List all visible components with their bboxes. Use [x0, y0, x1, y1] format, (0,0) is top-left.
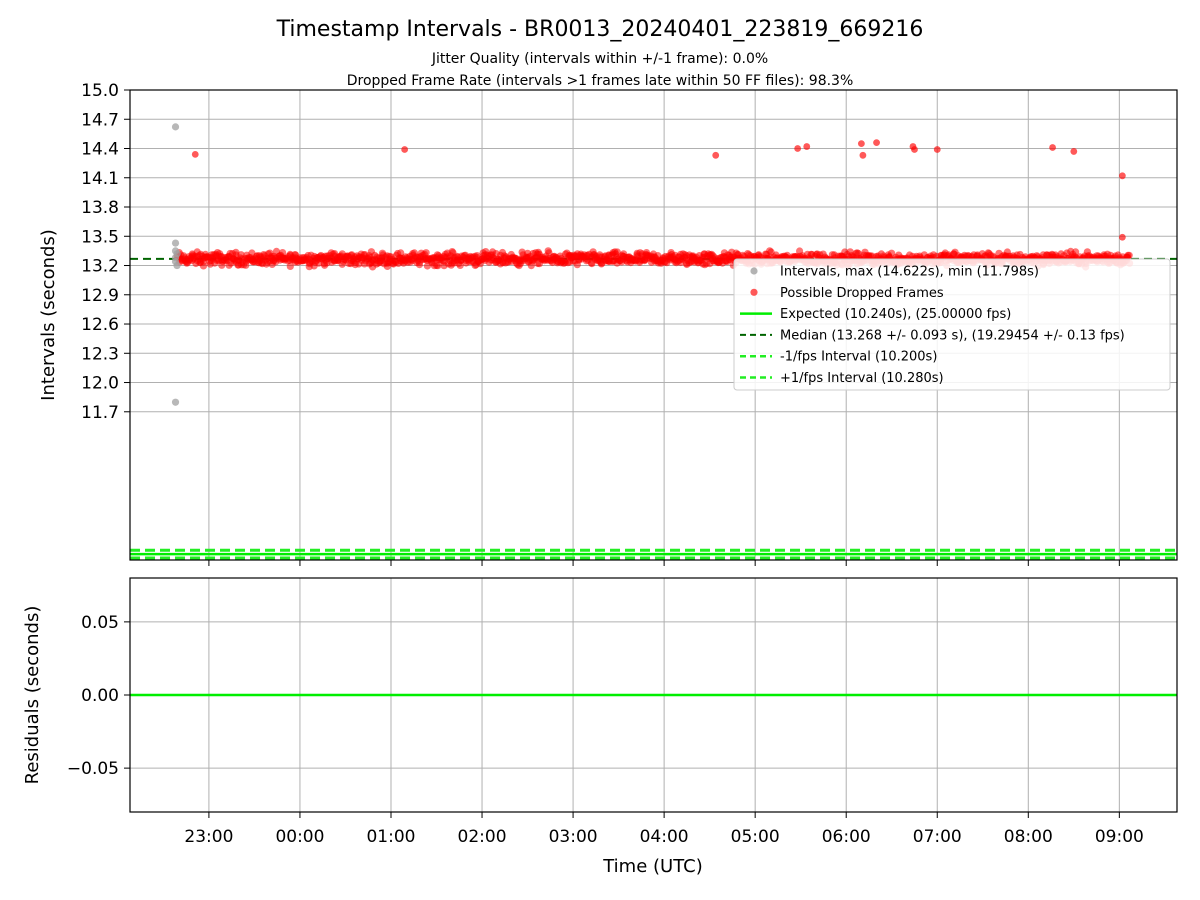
- x-tick-label: 09:00: [1095, 827, 1144, 847]
- top-y-tick-label: 13.8: [81, 198, 119, 218]
- legend-label: +1/fps Interval (10.280s): [780, 371, 944, 386]
- legend-label: Intervals, max (14.622s), min (11.798s): [780, 265, 1039, 280]
- dropped-frame-point: [401, 146, 409, 153]
- top-y-tick-label: 13.2: [81, 257, 119, 277]
- dropped-frame-point: [422, 249, 430, 257]
- dropped-frame-point: [859, 151, 867, 159]
- x-tick-label: 23:00: [184, 827, 233, 847]
- legend-label: Expected (10.240s), (25.00000 fps): [780, 307, 1011, 322]
- legend-label: Median (13.268 +/- 0.093 s), (19.29454 +…: [780, 328, 1125, 343]
- dropped-frame-point: [712, 151, 720, 159]
- dropped-frame-point: [434, 262, 442, 270]
- dropped-frame-point: [286, 262, 294, 270]
- dropped-frame-point: [857, 140, 865, 148]
- top-y-tick-label: 12.3: [81, 344, 119, 364]
- top-y-tick-label: 14.7: [81, 110, 119, 130]
- top-y-tick-label: 13.5: [81, 227, 119, 247]
- top-y-axis-label: Intervals (seconds): [38, 229, 59, 401]
- dropped-frame-point: [803, 143, 811, 150]
- interval-point: [173, 250, 181, 258]
- dropped-frame-point: [1118, 233, 1126, 241]
- x-tick-label: 04:00: [640, 827, 689, 847]
- interval-point: [173, 261, 181, 270]
- interval-point: [171, 398, 180, 406]
- top-y-tick-label: 15.0: [81, 81, 119, 101]
- bottom-y-axis-label: Residuals (seconds): [22, 606, 43, 785]
- interval-point: [171, 123, 180, 131]
- dropped-frame-point: [1049, 144, 1056, 151]
- chart-title: Timestamp Intervals - BR0013_20240401_22…: [276, 17, 924, 42]
- dropped-frame-point: [1070, 148, 1078, 155]
- chart-subtitle-dropped: Dropped Frame Rate (intervals >1 frames …: [347, 73, 854, 89]
- dropped-frame-point: [933, 146, 941, 153]
- x-tick-label: 02:00: [458, 827, 507, 847]
- x-tick-label: 08:00: [1004, 827, 1053, 847]
- dropped-frame-point: [199, 262, 208, 270]
- dropped-frame-point: [279, 249, 287, 257]
- legend-handle-dropped: [750, 288, 758, 296]
- x-tick-label: 01:00: [366, 827, 415, 847]
- chart-subtitle-jitter: Jitter Quality (intervals within +/-1 fr…: [431, 51, 768, 67]
- x-tick-label: 06:00: [822, 827, 871, 847]
- dropped-frame-point: [1118, 172, 1126, 180]
- dropped-frame-point: [191, 150, 199, 158]
- x-tick-label: 05:00: [731, 827, 780, 847]
- bottom-y-tick-label: 0.00: [81, 686, 119, 706]
- dropped-frame-point: [911, 146, 918, 153]
- x-tick-label: 03:00: [549, 827, 598, 847]
- dropped-frame-point: [794, 145, 802, 152]
- x-tick-label: 07:00: [913, 827, 962, 847]
- legend-label: Possible Dropped Frames: [780, 286, 944, 301]
- dropped-frame-point: [1125, 251, 1133, 259]
- legend-label: -1/fps Interval (10.200s): [780, 350, 937, 365]
- bottom-y-tick-label: 0.05: [81, 613, 119, 633]
- top-y-tick-label: 14.1: [81, 169, 119, 189]
- top-y-tick-label: 14.4: [81, 140, 119, 160]
- top-plot-frame: [129, 89, 1178, 561]
- top-y-tick-label: 12.0: [81, 374, 119, 394]
- x-axis-label: Time (UTC): [602, 856, 703, 877]
- axis-ticks: 23:00 00:00 01:00 02:00 03:00 04:00 05:00 06:00…: [67, 81, 1144, 847]
- bottom-y-tick-label: −0.05: [67, 759, 119, 779]
- legend-handle-intervals: [750, 267, 758, 275]
- interval-point: [171, 239, 180, 247]
- legend-box: [733, 258, 1171, 391]
- top-y-tick-label: 12.6: [81, 315, 119, 335]
- top-y-tick-label: 11.7: [81, 403, 119, 423]
- dropped-frame-point: [873, 139, 880, 147]
- legend: Intervals, max (14.622s), min (11.798s) P…: [733, 258, 1171, 391]
- x-tick-label: 00:00: [275, 827, 324, 847]
- top-y-tick-label: 12.9: [81, 286, 119, 306]
